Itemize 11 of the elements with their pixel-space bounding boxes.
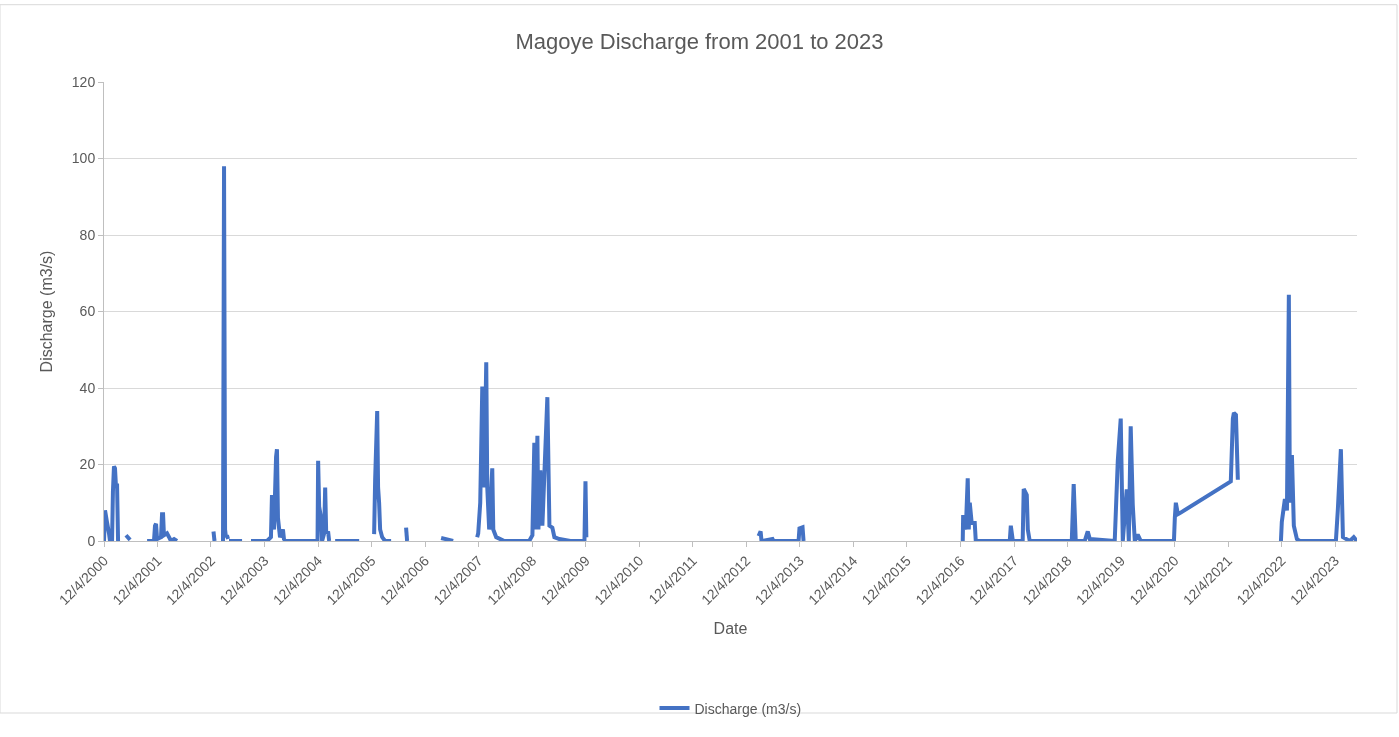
chart-title: Magoye Discharge from 2001 to 2023 bbox=[515, 28, 884, 54]
y-tick-label: 100 bbox=[71, 150, 96, 167]
x-axis-title: Date bbox=[713, 619, 748, 637]
y-tick-label: 40 bbox=[79, 379, 96, 396]
y-tick-label: 0 bbox=[87, 532, 96, 549]
legend-label: Discharge (m3/s) bbox=[694, 700, 802, 717]
y-axis-title: Discharge (m3/s) bbox=[37, 250, 55, 373]
y-tick-label: 20 bbox=[79, 456, 96, 473]
y-tick-label: 80 bbox=[79, 226, 96, 243]
y-tick-label: 60 bbox=[79, 303, 96, 320]
y-tick-label: 120 bbox=[71, 73, 96, 90]
